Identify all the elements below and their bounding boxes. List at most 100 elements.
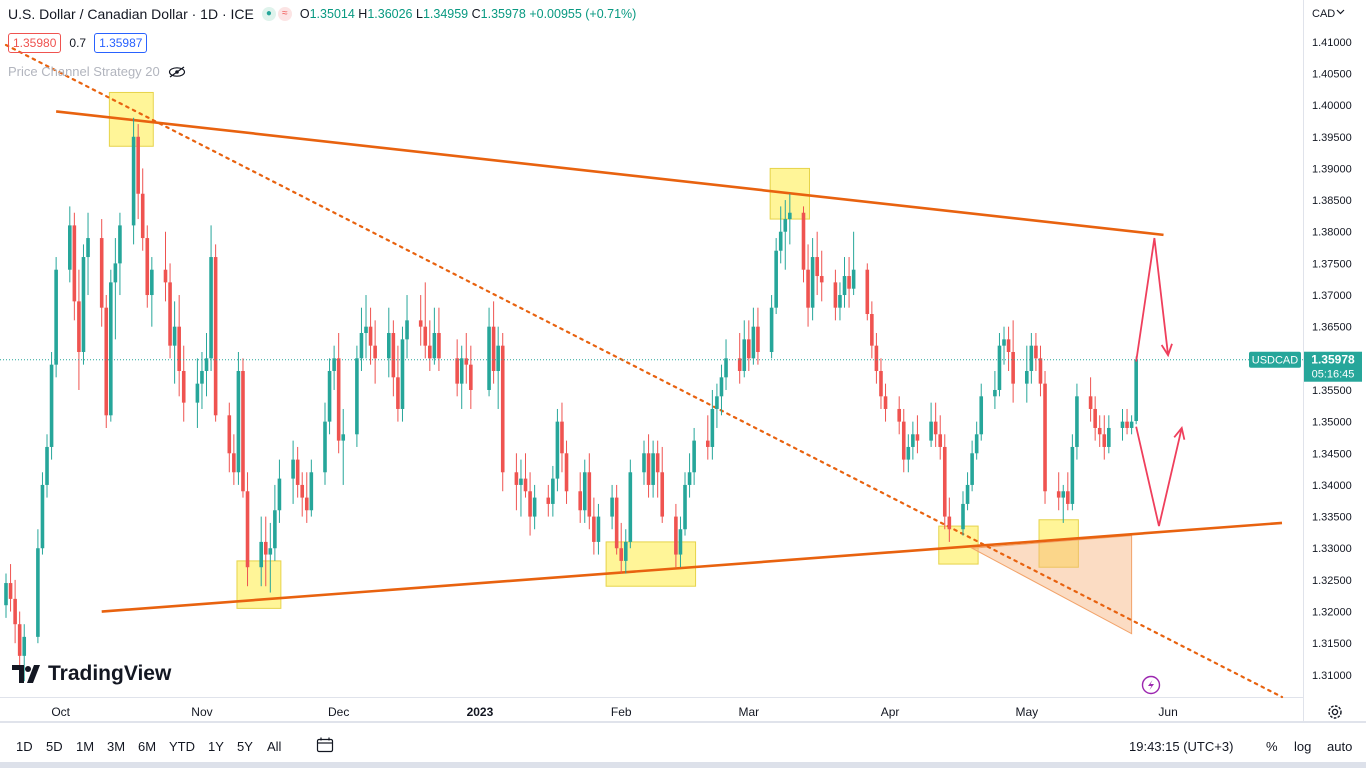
timeframe-1m[interactable]: 1M bbox=[76, 739, 95, 754]
y-tick-label: 1.38500 bbox=[1312, 195, 1352, 207]
candle-body bbox=[747, 339, 751, 359]
percent-toggle[interactable]: % bbox=[1266, 739, 1278, 754]
date-range-icon[interactable] bbox=[316, 737, 334, 753]
candle-body bbox=[523, 478, 528, 492]
chevron-down-icon[interactable] bbox=[1336, 9, 1345, 15]
candle-body bbox=[336, 358, 341, 441]
candle-body bbox=[933, 421, 938, 435]
y-tick-label: 1.33000 bbox=[1312, 543, 1352, 555]
tradingview-logo[interactable]: TradingView bbox=[12, 662, 171, 686]
candle-body bbox=[623, 541, 628, 561]
candle-body bbox=[1038, 358, 1043, 384]
y-tick-label: 1.34000 bbox=[1312, 480, 1352, 492]
y-tick-label: 1.39000 bbox=[1312, 163, 1352, 175]
candle-body bbox=[851, 269, 856, 289]
x-tick-label: Mar bbox=[738, 705, 759, 719]
y-tick-label: 1.35500 bbox=[1312, 385, 1352, 397]
candle-body bbox=[719, 377, 724, 397]
shaded-triangle bbox=[970, 535, 1133, 635]
timeframe-ytd[interactable]: YTD bbox=[169, 739, 195, 754]
timeframe-1d[interactable]: 1D bbox=[16, 739, 33, 754]
forecast-arrow-down bbox=[1135, 237, 1169, 362]
bid-price[interactable]: 1.35980 bbox=[8, 33, 62, 53]
candle-body bbox=[1088, 396, 1093, 409]
candle-body bbox=[655, 453, 660, 473]
bid-ask-row: 1.35980 0.7 1.35987 bbox=[8, 33, 148, 53]
horizontal-scrollbar[interactable] bbox=[0, 762, 1366, 768]
candle-body bbox=[49, 364, 54, 447]
candle-body bbox=[788, 212, 792, 220]
symbol-status-pill[interactable]: ● ≈ bbox=[261, 7, 292, 21]
timeframe-6m[interactable]: 6M bbox=[138, 739, 157, 754]
timeframe-3m[interactable]: 3M bbox=[107, 739, 126, 754]
timeframe-5y[interactable]: 5Y bbox=[237, 739, 253, 754]
currency-label[interactable]: CAD bbox=[1312, 8, 1335, 20]
settings-gear-icon[interactable] bbox=[1328, 705, 1342, 719]
change-value: +0.00955 (+0.71%) bbox=[529, 7, 637, 21]
symbol-title[interactable]: U.S. Dollar / Canadian Dollar · 1D · ICE bbox=[8, 6, 254, 22]
forecast-arrow-down-head bbox=[1160, 343, 1173, 358]
candle-body bbox=[428, 345, 432, 359]
candle-body bbox=[1066, 491, 1070, 504]
candle-body bbox=[970, 453, 974, 485]
market-open-dot-icon: ● bbox=[261, 7, 276, 21]
candle-body bbox=[628, 472, 633, 542]
candle-body bbox=[587, 472, 592, 517]
candle-body bbox=[172, 326, 177, 346]
indicator-legend[interactable]: Price Channel Strategy 20 bbox=[8, 64, 186, 79]
y-tick-label: 1.31500 bbox=[1312, 638, 1352, 650]
candle-body bbox=[710, 408, 715, 447]
candle-body bbox=[1029, 345, 1034, 371]
candle-body bbox=[181, 370, 186, 403]
timeframe-all[interactable]: All bbox=[267, 739, 282, 754]
candle-body bbox=[564, 453, 569, 492]
candle-body bbox=[72, 225, 77, 302]
x-tick-label: Apr bbox=[881, 705, 900, 719]
candle-body bbox=[514, 472, 519, 485]
candle-body bbox=[965, 484, 970, 504]
candle-body bbox=[1107, 427, 1111, 447]
timeframe-5d[interactable]: 5D bbox=[46, 739, 63, 754]
candle-body bbox=[819, 276, 824, 283]
x-tick-label: Dec bbox=[328, 705, 349, 719]
timeframe-1y[interactable]: 1Y bbox=[208, 739, 224, 754]
clock[interactable]: 19:43:15 (UTC+3) bbox=[1129, 739, 1234, 754]
candle-body bbox=[724, 358, 728, 378]
candle-body bbox=[327, 370, 332, 422]
tradingview-logo-text: TradingView bbox=[48, 662, 172, 685]
ask-price[interactable]: 1.35987 bbox=[94, 33, 148, 53]
candle-body bbox=[555, 421, 560, 479]
x-tick-label: Oct bbox=[51, 705, 70, 719]
candle-body bbox=[874, 345, 879, 371]
price-chart[interactable]: 1.41000 1.40500 1.40000 1.39500 1.39000 1.385… bbox=[0, 0, 1366, 722]
candle-body bbox=[715, 396, 719, 409]
flash-icon[interactable] bbox=[1141, 675, 1161, 695]
candle-body bbox=[674, 516, 678, 555]
candle-body bbox=[232, 453, 236, 473]
candle-body bbox=[847, 276, 851, 289]
candle-body bbox=[1043, 383, 1047, 492]
candle-body bbox=[942, 446, 947, 517]
candle-body bbox=[273, 510, 277, 549]
candle-body bbox=[496, 345, 500, 371]
candle-body bbox=[582, 472, 587, 511]
candle-body bbox=[109, 282, 113, 416]
auto-toggle[interactable]: auto bbox=[1327, 739, 1353, 754]
candle-body bbox=[227, 415, 232, 454]
candle-body bbox=[113, 263, 118, 283]
candle-body bbox=[1034, 345, 1038, 359]
low-value: 1.34959 bbox=[422, 7, 469, 21]
candle-body bbox=[929, 421, 933, 441]
candle-body bbox=[245, 491, 250, 568]
candle-body bbox=[177, 326, 181, 371]
candle-body bbox=[901, 421, 906, 460]
candle-body bbox=[168, 282, 172, 346]
candle-body bbox=[387, 333, 391, 359]
candle-body bbox=[938, 434, 943, 447]
log-toggle[interactable]: log bbox=[1294, 739, 1312, 754]
candle-body bbox=[104, 307, 109, 416]
candle-body bbox=[614, 497, 619, 549]
y-tick-label: 1.32000 bbox=[1312, 607, 1352, 619]
candle-body bbox=[17, 624, 22, 656]
eye-hidden-icon[interactable] bbox=[168, 66, 186, 78]
